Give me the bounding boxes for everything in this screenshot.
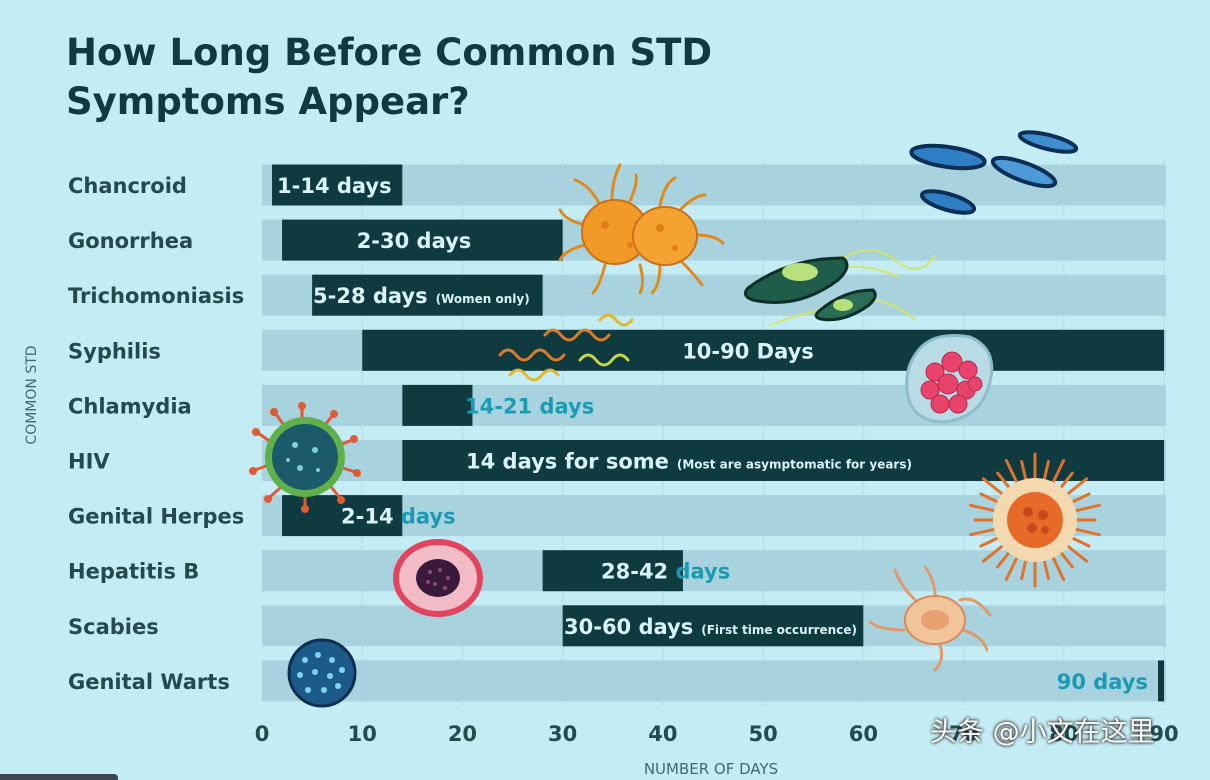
category-label: Scabies [68, 615, 159, 639]
x-tick-label: 70 [949, 722, 978, 746]
range-bar [402, 384, 473, 426]
label-layer: Chancroid Gonorrhea Trichomoniasis Syphilis… [68, 174, 1148, 694]
x-axis-title: NUMBER OF DAYS [644, 760, 778, 778]
range-bar [282, 219, 563, 261]
bar-value-label: 90 days [1057, 670, 1148, 694]
spirochete-illustration [498, 313, 634, 382]
herpes-spike [1070, 503, 1101, 514]
bar-value-label: 14-21 days [465, 394, 594, 418]
chart-title: How Long Before Common STD Symptoms Appe… [66, 28, 826, 126]
x-tick-label: 80 [1049, 722, 1078, 746]
x-tick-label: 10 [348, 722, 377, 746]
herpes-spike [981, 542, 1007, 563]
herpes-spike [1063, 477, 1089, 498]
bar-value-label: 5-28 days (Women only) [313, 284, 530, 308]
genital-warts-illustration [287, 638, 357, 708]
bar-value-label: 30-60 days (First time occurrence) [564, 615, 857, 639]
category-label: Trichomoniasis [68, 284, 244, 308]
orange-diplococcus-illustration [558, 163, 725, 295]
category-label: Hepatitis B [68, 560, 199, 584]
bar-value-label: 28-42 days [601, 560, 730, 584]
trichomonas-illustration [743, 249, 936, 326]
herpes-spike [1004, 552, 1021, 581]
category-label: Genital Herpes [68, 505, 244, 529]
hepatitis-b-illustration [393, 539, 483, 617]
range-bar [562, 605, 864, 647]
scabies-mite-illustration [868, 565, 992, 672]
watermark-text: 头条 @小文在这里 [930, 717, 1155, 748]
range-bar [312, 274, 543, 316]
decoration-layer [249, 130, 1101, 708]
herpes-spike [1004, 459, 1021, 488]
chart-title-line-2: Symptoms Appear? [66, 80, 470, 123]
axis-layer: 0 10 20 30 40 50 60 70 80 90 NUMBER OF DAYS COMMON … [24, 345, 1179, 778]
bar-layer [272, 164, 1164, 702]
x-tick-label: 90 [1149, 722, 1178, 746]
range-bar [402, 440, 1164, 481]
bar-value-label: 10-90 Days [682, 339, 814, 363]
category-label: Chancroid [68, 174, 187, 198]
category-label: Syphilis [68, 339, 161, 363]
herpes-spike [1063, 542, 1089, 563]
x-tick-label: 40 [648, 722, 677, 746]
herpes-virus-illustration [969, 452, 1101, 588]
category-label: Genital Warts [68, 670, 230, 694]
bar-value-label: 2-14 days [341, 505, 456, 529]
chlamydia-illustration [905, 333, 994, 424]
rod-bacteria-illustration [909, 130, 1079, 215]
y-axis-title: COMMON STD [24, 345, 40, 444]
x-tick-label: 50 [748, 722, 777, 746]
herpes-spike [1070, 526, 1101, 537]
range-bar [272, 164, 403, 206]
herpes-spike [969, 503, 1000, 514]
herpes-spike [1049, 459, 1066, 488]
x-tick-label: 60 [849, 722, 878, 746]
category-label: HIV [68, 450, 110, 474]
bottom-strip [0, 774, 118, 780]
x-tick-label: 0 [255, 722, 270, 746]
bar-value-label: 2-30 days [357, 229, 472, 253]
range-bar [362, 329, 1164, 371]
range-bar [1158, 660, 1164, 702]
bar-value-label: 1-14 days [277, 174, 392, 198]
range-bar [542, 550, 683, 592]
bar-value-label: 14 days for some (Most are asymptomatic f… [466, 450, 912, 474]
x-tick-label: 30 [548, 722, 577, 746]
chart-title-line-1: How Long Before Common STD [66, 31, 713, 74]
hiv-virus-illustration [249, 402, 361, 513]
herpes-spike [1049, 552, 1066, 581]
category-label: Chlamydia [68, 394, 192, 418]
herpes-spike [981, 477, 1007, 498]
row-track [262, 660, 1166, 702]
x-tick-label: 20 [448, 722, 477, 746]
herpes-spike [969, 526, 1000, 537]
category-label: Gonorrhea [68, 229, 193, 253]
row-track [262, 384, 1166, 426]
